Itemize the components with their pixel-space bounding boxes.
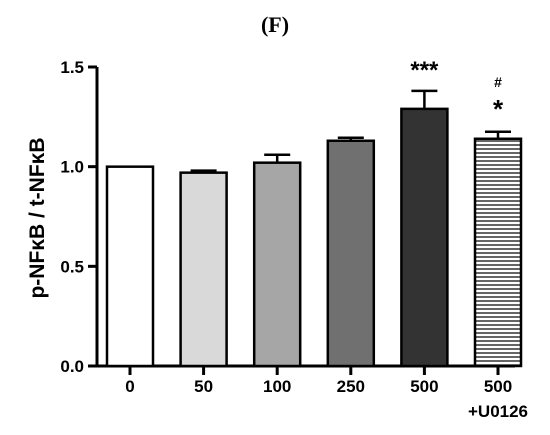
x-tick-label: 50: [194, 377, 213, 396]
y-tick-label: 0.5: [60, 257, 84, 276]
y-tick-label: 1.0: [60, 158, 84, 177]
bar: [473, 137, 523, 368]
significance-annotation: ***: [410, 57, 439, 84]
x-tick-label: +U0126: [468, 402, 528, 421]
y-tick-label: 0.0: [60, 357, 84, 376]
x-tick-label: 250: [337, 377, 365, 396]
x-tick-label: 500: [484, 377, 512, 396]
bar: [105, 165, 155, 368]
x-tick-label: 500: [410, 377, 438, 396]
x-tick-label: 0: [125, 377, 134, 396]
bar: [252, 161, 302, 368]
y-tick-label: 1.5: [60, 58, 84, 77]
bar: [179, 171, 228, 368]
plot-area: 0.0 0.5 1.0 1.5 0 50 100 250 500 500 +U0126 *** # *: [60, 57, 528, 421]
bar: [400, 107, 449, 368]
y-axis-label: p-NFκB / t-NFκB: [26, 137, 49, 298]
panel-label: (F): [261, 12, 289, 37]
x-tick-label: 100: [263, 377, 291, 396]
significance-annotation: #: [494, 74, 502, 90]
significance-annotation: *: [493, 94, 504, 124]
bar: [326, 139, 376, 368]
